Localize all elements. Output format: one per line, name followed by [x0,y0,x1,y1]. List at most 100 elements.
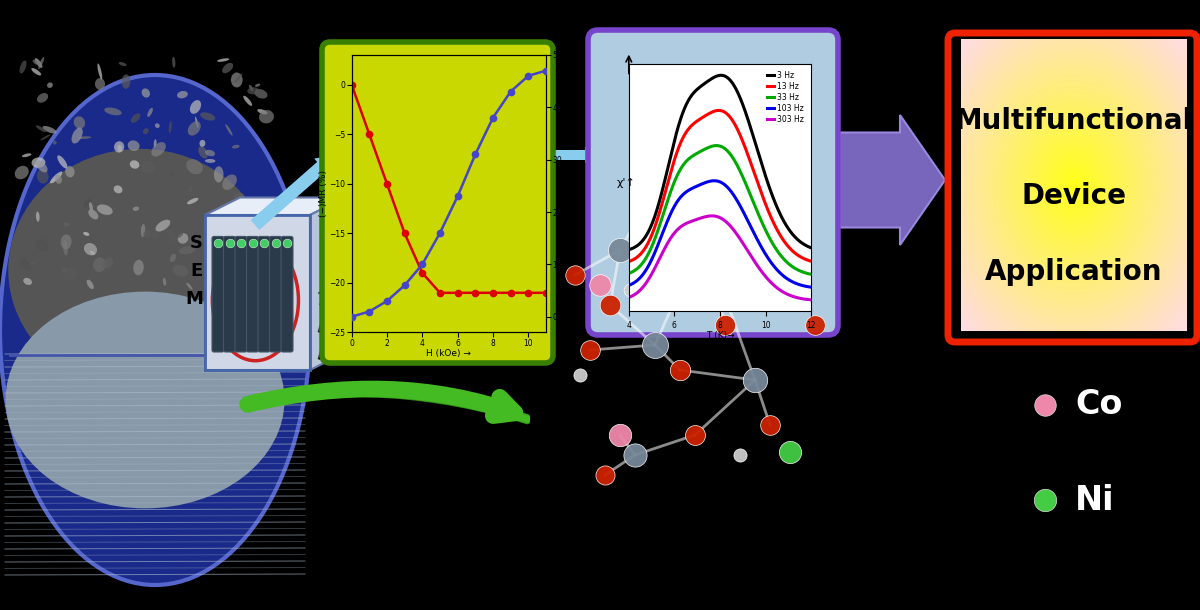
Point [277,239,296,248]
Ellipse shape [38,57,44,69]
33 Hz [622,270,636,277]
Ellipse shape [119,62,126,66]
Ellipse shape [222,63,233,73]
33 Hz [682,156,696,163]
Ellipse shape [155,123,160,128]
Ellipse shape [254,89,268,99]
Ellipse shape [83,232,89,236]
103 Hz [737,209,751,217]
Ellipse shape [170,254,176,262]
Ellipse shape [0,75,310,585]
Point [646,340,665,350]
13 Hz [682,126,696,133]
Ellipse shape [205,159,216,163]
103 Hz [682,187,696,194]
Point [646,155,665,165]
13 Hz [622,258,636,265]
Point [731,450,750,460]
Point [220,239,239,248]
Point [1036,305,1055,315]
Ellipse shape [178,91,188,98]
FancyArrow shape [840,115,946,245]
Ellipse shape [190,185,193,192]
33 Hz [737,176,751,184]
Ellipse shape [133,260,144,275]
Ellipse shape [89,202,92,211]
Ellipse shape [156,220,170,232]
Ellipse shape [114,185,122,193]
FancyBboxPatch shape [322,42,553,363]
Ellipse shape [97,204,113,215]
Ellipse shape [248,85,253,92]
303 Hz [694,214,708,221]
33 Hz [694,148,708,155]
FancyArrow shape [545,147,600,163]
Ellipse shape [64,222,70,226]
Text: O: O [1075,198,1103,232]
Ellipse shape [58,156,67,168]
103 Hz [804,284,818,291]
Ellipse shape [187,198,198,204]
Ellipse shape [244,96,252,106]
Point [590,280,610,290]
Ellipse shape [19,258,28,269]
FancyArrow shape [251,155,335,230]
Point [715,320,734,330]
X-axis label: T (K)→: T (K)→ [706,331,734,340]
Ellipse shape [50,171,62,184]
303 Hz [804,296,818,304]
Ellipse shape [73,117,85,129]
Ellipse shape [47,82,53,88]
Ellipse shape [140,224,145,237]
Ellipse shape [224,204,230,212]
Ellipse shape [167,229,176,242]
Ellipse shape [72,127,83,143]
33 Hz [804,271,818,278]
Ellipse shape [23,260,30,270]
Point [611,245,630,255]
FancyBboxPatch shape [270,237,282,352]
Ellipse shape [186,282,192,290]
303 Hz [643,272,658,279]
FancyBboxPatch shape [212,237,224,352]
103 Hz [707,177,721,184]
Ellipse shape [253,214,258,218]
Ellipse shape [64,240,68,256]
Point [254,239,274,248]
Ellipse shape [55,175,62,184]
Point [745,375,764,385]
Ellipse shape [186,159,203,174]
Ellipse shape [226,124,233,136]
13 Hz [694,115,708,122]
Ellipse shape [32,60,40,65]
FancyBboxPatch shape [258,237,270,352]
Polygon shape [205,198,346,215]
Ellipse shape [196,117,198,128]
Ellipse shape [172,57,175,68]
3 Hz [682,97,696,104]
X-axis label: H (kOe) →: H (kOe) → [426,349,472,358]
Ellipse shape [131,113,140,123]
Ellipse shape [143,231,150,238]
Point [600,300,619,310]
Ellipse shape [257,109,268,114]
3 Hz [694,82,708,90]
Ellipse shape [42,126,56,134]
Ellipse shape [114,142,125,152]
Ellipse shape [143,128,149,134]
303 Hz [737,242,751,249]
Ellipse shape [78,136,91,139]
Text: Device: Device [1021,182,1127,210]
Y-axis label: χ'↑: χ'↑ [617,178,636,188]
Ellipse shape [215,241,227,253]
Ellipse shape [19,60,26,73]
Ellipse shape [36,125,46,132]
Ellipse shape [226,226,240,240]
Ellipse shape [31,157,46,168]
Ellipse shape [65,166,74,178]
Text: Application: Application [985,258,1163,286]
33 Hz [709,142,724,149]
Point [209,239,228,248]
Ellipse shape [86,279,94,289]
FancyBboxPatch shape [281,237,293,352]
